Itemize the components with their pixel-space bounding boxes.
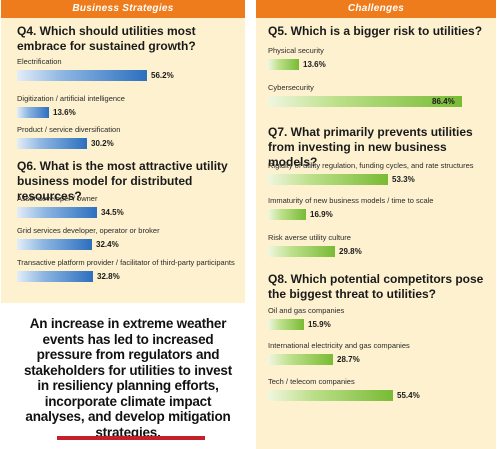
business-strategies-header: Business Strategies	[1, 0, 245, 18]
bar-value: 16.9%	[310, 210, 333, 219]
bar-value: 28.7%	[337, 355, 360, 364]
bar	[268, 174, 388, 185]
bar	[17, 207, 97, 218]
caption-text: An increase in extreme weather events ha…	[23, 316, 233, 440]
bar	[17, 239, 92, 250]
business-strategies-panel: Business Strategies Q4. Which should uti…	[1, 0, 245, 303]
bar-label: International electricity and gas compan…	[268, 341, 410, 350]
question-title-1: Q4. Which should utilities most embrace …	[17, 24, 196, 53]
bar	[17, 70, 147, 81]
bar	[17, 138, 87, 149]
bar-label: Risk averse utility culture	[268, 233, 351, 242]
bar	[268, 246, 335, 257]
bar-label: Asset developer / owner	[17, 194, 98, 203]
bar-value: 55.4%	[397, 391, 420, 400]
bar-value: 30.2%	[91, 139, 114, 148]
bar	[268, 390, 393, 401]
bar-value: 13.6%	[303, 60, 326, 69]
bar-label: Product / service diversification	[17, 125, 121, 134]
bar-label: Transactive platform provider / facilita…	[17, 258, 235, 267]
challenges-panel: Challenges Q5. Which is a bigger risk to…	[256, 0, 496, 449]
bar-label: Rigidity of utility regulation, funding …	[268, 161, 474, 170]
bar	[268, 354, 333, 365]
bar-value: 29.8%	[339, 247, 362, 256]
bar-value: 34.5%	[101, 208, 124, 217]
bar-value: 86.4%	[432, 97, 455, 106]
bar-label: Grid services developer, operator or bro…	[17, 226, 160, 235]
question-title-3: Q5. Which is a bigger risk to utilities?	[268, 24, 483, 38]
caption-underline	[57, 436, 205, 440]
bar-label: Digitization / artificial intelligence	[17, 94, 125, 103]
bar	[268, 209, 306, 220]
bar-value: 56.2%	[151, 71, 174, 80]
bar	[17, 107, 49, 118]
bar	[17, 271, 93, 282]
bar	[268, 59, 299, 70]
bar	[268, 319, 304, 330]
challenges-header: Challenges	[256, 0, 496, 18]
question-title-2: Q6. What is the most attractive utility …	[17, 159, 228, 203]
bar-value: 32.4%	[96, 240, 119, 249]
bar-value: 53.3%	[392, 175, 415, 184]
bar-value: 32.8%	[97, 272, 120, 281]
bar-value: 15.9%	[308, 320, 331, 329]
bar-label: Physical security	[268, 46, 324, 55]
question-title-5: Q8. Which potential competitors pose the…	[268, 272, 484, 301]
bar	[268, 96, 462, 107]
bar-label: Oil and gas companies	[268, 306, 345, 315]
bar-value: 13.6%	[53, 108, 76, 117]
bar-label: Immaturity of new business models / time…	[268, 196, 434, 205]
bar-label: Cybersecurity	[268, 83, 314, 92]
bar-label: Electrification	[17, 57, 62, 66]
bar-label: Tech / telecom companies	[268, 377, 355, 386]
question-title-4: Q7. What primarily prevents utilities fr…	[268, 125, 473, 169]
